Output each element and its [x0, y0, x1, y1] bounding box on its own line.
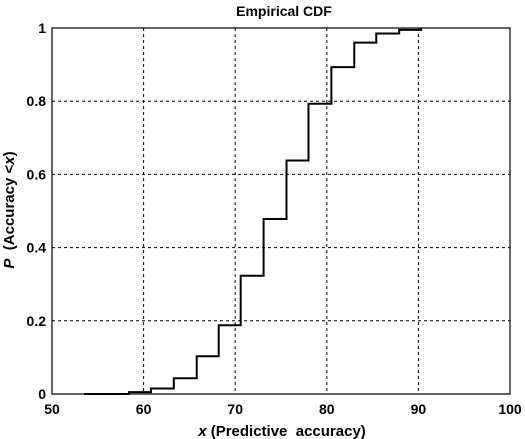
x-tick-label: 60: [136, 401, 152, 417]
y-axis-label: P (Accuracy <x): [1, 151, 18, 268]
y-tick-label: 1: [38, 20, 46, 36]
y-axis-label-variable: P: [1, 258, 18, 269]
x-tick-label: 50: [44, 401, 60, 417]
x-tick-labels: 50 60 70 80 90 100: [44, 401, 522, 417]
x-axis-label-text: (Predictive accuracy): [207, 423, 366, 439]
x-tick-label: 80: [319, 401, 335, 417]
x-axis-label-variable: x: [197, 423, 207, 439]
y-tick-label: 0.8: [27, 93, 47, 109]
x-tick-label: 100: [498, 401, 522, 417]
x-tick-label: 90: [411, 401, 427, 417]
y-tick-labels: 0 0.2 0.4 0.6 0.8 1: [27, 20, 47, 402]
y-tick-label: 0.6: [27, 166, 47, 182]
cdf-step-line: [84, 28, 423, 395]
x-axis-label: x (Predictive accuracy): [197, 423, 366, 439]
x-tick-label: 70: [227, 401, 243, 417]
y-axis-label-text: (Accuracy <: [1, 165, 18, 259]
y-axis-label-variable-2: x: [1, 156, 18, 166]
grid-lines: [52, 28, 510, 394]
y-axis-label-end: ): [1, 151, 18, 156]
chart-title: Empirical CDF: [236, 3, 332, 19]
y-tick-label: 0: [38, 386, 46, 402]
plot-frame: [51, 27, 511, 395]
y-tick-label: 0.4: [27, 240, 47, 256]
y-tick-label: 0.2: [27, 313, 47, 329]
